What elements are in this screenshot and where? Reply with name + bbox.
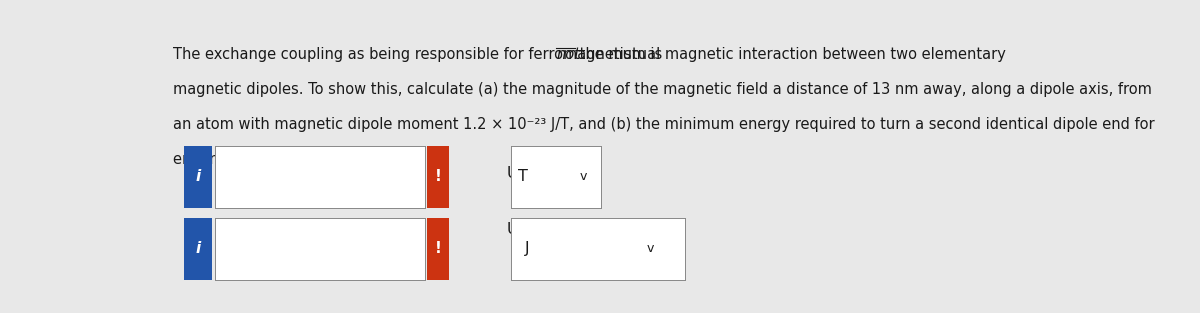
- Text: Units: Units: [508, 166, 548, 181]
- Text: (b): (b): [187, 222, 214, 237]
- Text: T: T: [518, 169, 528, 184]
- Text: not: not: [556, 47, 580, 62]
- Text: (a): (a): [187, 166, 212, 181]
- Text: Units: Units: [508, 222, 548, 237]
- Text: !: !: [434, 169, 442, 184]
- Text: v: v: [580, 170, 587, 183]
- Text: J: J: [526, 241, 529, 256]
- Text: magnetic dipoles. To show this, calculate (a) the magnitude of the magnetic fiel: magnetic dipoles. To show this, calculat…: [173, 82, 1152, 97]
- Text: i: i: [196, 169, 200, 184]
- Text: !: !: [434, 241, 442, 256]
- Text: end in this field.: end in this field.: [173, 152, 292, 167]
- Text: The exchange coupling as being responsible for ferromagnetism is: The exchange coupling as being responsib…: [173, 47, 667, 62]
- Text: Number: Number: [227, 166, 292, 181]
- Text: Number: Number: [227, 222, 292, 237]
- Text: i: i: [196, 241, 200, 256]
- Text: an atom with magnetic dipole moment 1.2 × 10⁻²³ J/T, and (b) the minimum energy : an atom with magnetic dipole moment 1.2 …: [173, 117, 1154, 132]
- Text: the mutual magnetic interaction between two elementary: the mutual magnetic interaction between …: [575, 47, 1006, 62]
- Text: v: v: [647, 242, 654, 255]
